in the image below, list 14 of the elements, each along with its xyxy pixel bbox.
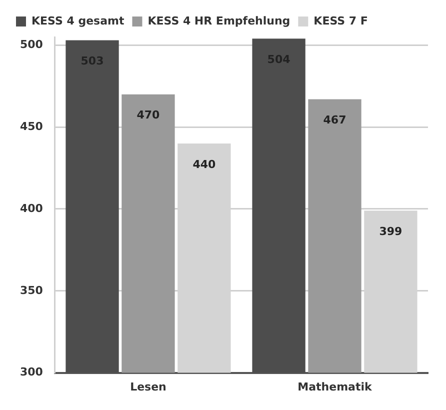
y-tick-label: 300	[20, 366, 44, 379]
y-tick-label: 350	[20, 284, 44, 297]
y-tick-label: 450	[20, 120, 44, 133]
data-label: 399	[379, 224, 402, 238]
legend-label: KESS 4 HR Empfehlung	[148, 14, 290, 28]
data-label: 440	[192, 158, 216, 171]
data-label: 470	[136, 108, 160, 122]
x-tick-label: Lesen	[130, 380, 166, 394]
x-tick-label: Mathematik	[298, 380, 372, 394]
y-tick-label: 500	[20, 38, 44, 52]
data-label: 467	[323, 114, 346, 127]
y-tick-label: 400	[20, 202, 44, 215]
legend-label: KESS 4 gesamt	[32, 14, 124, 28]
legend-label: KESS 7 F	[314, 14, 368, 28]
